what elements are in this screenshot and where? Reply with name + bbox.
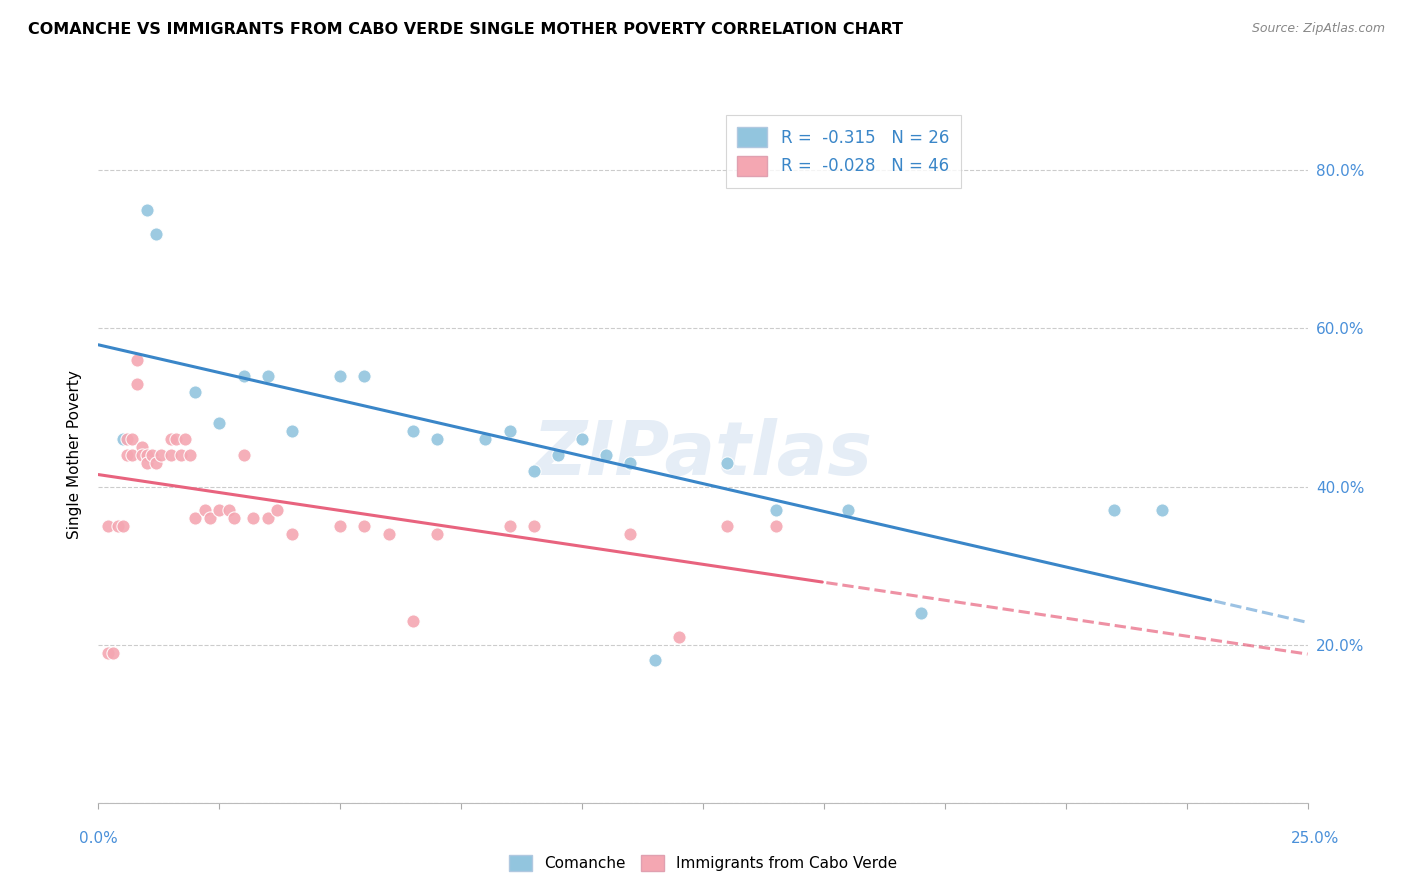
Point xyxy=(716,456,738,470)
Point xyxy=(765,503,787,517)
Point xyxy=(547,448,569,462)
Point xyxy=(266,503,288,517)
Point xyxy=(184,384,207,399)
Point xyxy=(571,432,593,446)
Point xyxy=(837,503,859,517)
Point xyxy=(135,456,157,470)
Point xyxy=(101,646,124,660)
Point xyxy=(668,630,690,644)
Point xyxy=(329,368,352,383)
Point xyxy=(232,368,254,383)
Point xyxy=(644,653,666,667)
Point xyxy=(765,519,787,533)
Point xyxy=(194,503,217,517)
Point xyxy=(498,519,520,533)
Point xyxy=(145,456,167,470)
Point xyxy=(169,448,191,462)
Point xyxy=(174,432,197,446)
Point xyxy=(131,440,153,454)
Point xyxy=(595,448,617,462)
Point xyxy=(256,511,278,525)
Point xyxy=(127,376,149,391)
Point xyxy=(402,614,425,628)
Point xyxy=(208,503,231,517)
Text: COMANCHE VS IMMIGRANTS FROM CABO VERDE SINGLE MOTHER POVERTY CORRELATION CHART: COMANCHE VS IMMIGRANTS FROM CABO VERDE S… xyxy=(28,22,903,37)
Point xyxy=(498,424,520,438)
Legend: R =  -0.315   N = 26, R =  -0.028   N = 46: R = -0.315 N = 26, R = -0.028 N = 46 xyxy=(725,115,960,187)
Point xyxy=(179,448,201,462)
Point xyxy=(353,368,375,383)
Point xyxy=(184,511,207,525)
Point xyxy=(145,227,167,241)
Point xyxy=(426,527,449,541)
Point xyxy=(222,511,245,525)
Point xyxy=(150,448,173,462)
Point xyxy=(160,432,183,446)
Point xyxy=(117,448,139,462)
Point xyxy=(1102,503,1125,517)
Point xyxy=(619,527,641,541)
Point xyxy=(208,417,231,431)
Y-axis label: Single Mother Poverty: Single Mother Poverty xyxy=(67,370,83,540)
Point xyxy=(402,424,425,438)
Point xyxy=(619,456,641,470)
Point xyxy=(377,527,399,541)
Point xyxy=(127,353,149,368)
Point xyxy=(523,519,546,533)
Point xyxy=(107,519,129,533)
Point xyxy=(97,519,120,533)
Legend: Comanche, Immigrants from Cabo Verde: Comanche, Immigrants from Cabo Verde xyxy=(503,849,903,877)
Point xyxy=(256,368,278,383)
Text: 25.0%: 25.0% xyxy=(1291,831,1339,846)
Point xyxy=(121,448,143,462)
Point xyxy=(716,519,738,533)
Point xyxy=(523,464,546,478)
Point xyxy=(111,519,134,533)
Point xyxy=(141,448,163,462)
Point xyxy=(426,432,449,446)
Text: 0.0%: 0.0% xyxy=(79,831,118,846)
Point xyxy=(121,432,143,446)
Text: Source: ZipAtlas.com: Source: ZipAtlas.com xyxy=(1251,22,1385,36)
Point xyxy=(160,448,183,462)
Point xyxy=(281,424,304,438)
Point xyxy=(218,503,240,517)
Point xyxy=(242,511,264,525)
Point xyxy=(232,448,254,462)
Point xyxy=(135,448,157,462)
Point xyxy=(131,448,153,462)
Point xyxy=(329,519,352,533)
Point xyxy=(474,432,496,446)
Point xyxy=(910,606,932,620)
Point xyxy=(97,646,120,660)
Point xyxy=(165,432,187,446)
Point xyxy=(117,432,139,446)
Point xyxy=(353,519,375,533)
Point xyxy=(281,527,304,541)
Point xyxy=(111,432,134,446)
Point xyxy=(198,511,221,525)
Point xyxy=(1152,503,1174,517)
Point xyxy=(135,202,157,217)
Text: ZIPatlas: ZIPatlas xyxy=(533,418,873,491)
